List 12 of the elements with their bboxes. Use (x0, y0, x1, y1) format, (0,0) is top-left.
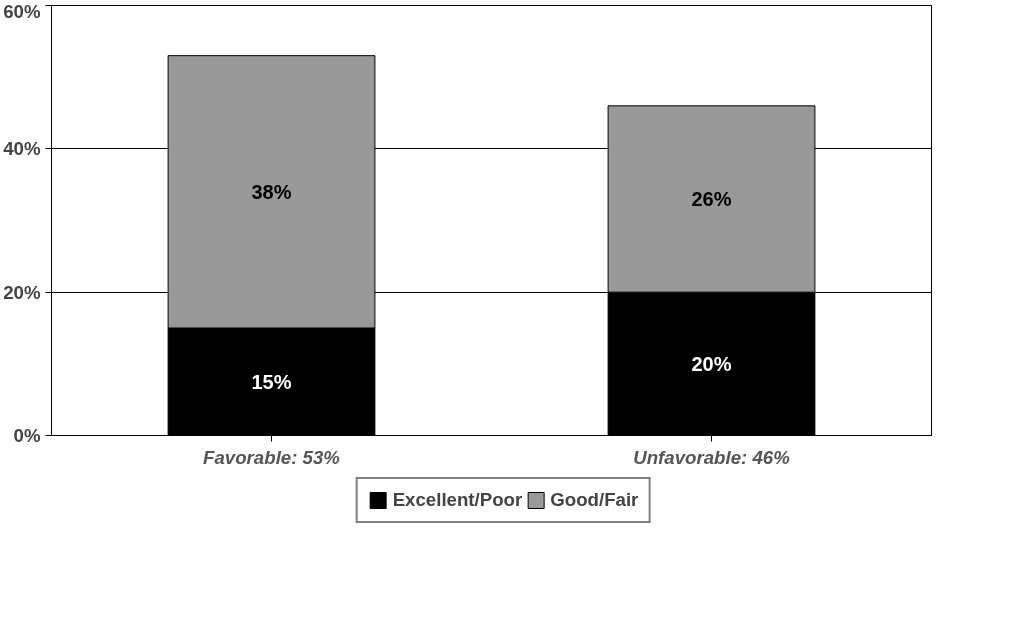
legend-label: Excellent/Poor (392, 489, 523, 511)
data-label: 15% (251, 370, 292, 393)
legend-label: Good/Fair (550, 489, 639, 511)
x-tick-label: Favorable: 53% (203, 446, 341, 468)
data-label: 20% (691, 352, 732, 375)
data-label: 26% (691, 188, 732, 210)
y-tick-label: 40% (3, 138, 41, 160)
y-tick-label: 0% (13, 425, 41, 446)
x-tick-label: Unfavorable: 46% (633, 446, 791, 468)
y-tick-label: 60% (3, 0, 41, 22)
data-label: 38% (251, 180, 292, 203)
y-tick-label: 20% (3, 281, 41, 303)
